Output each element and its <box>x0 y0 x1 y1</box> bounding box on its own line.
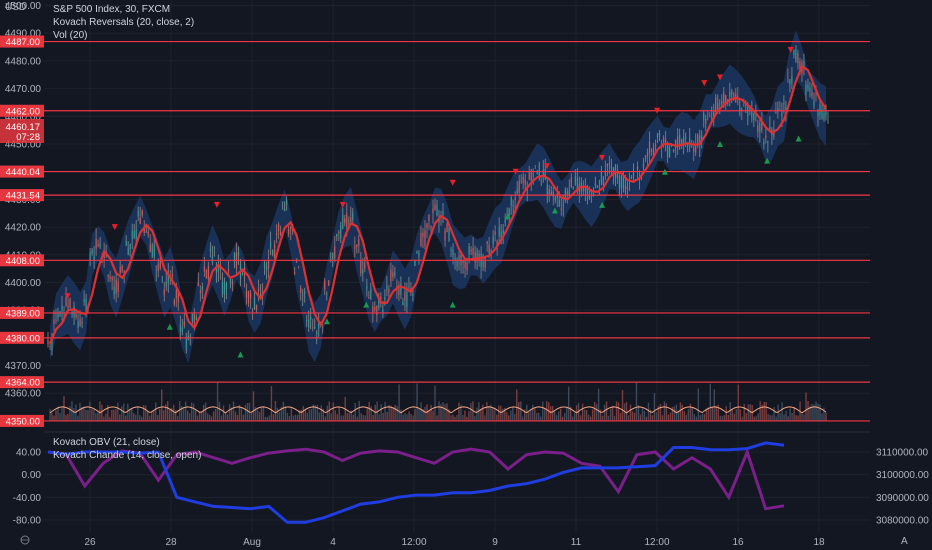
level-tag <box>0 35 44 48</box>
sell-marker <box>701 80 708 87</box>
auto-scale-icon[interactable]: A <box>901 536 908 547</box>
time-tick: 12:00 <box>401 537 426 548</box>
sell-marker <box>213 201 220 208</box>
indicator-kovach-chande[interactable]: Kovach Chande (14, close, open) <box>53 450 201 461</box>
sell-marker <box>599 154 606 161</box>
time-tick: 16 <box>732 537 744 548</box>
price-tick: 4400.00 <box>5 278 42 289</box>
time-tick: 18 <box>813 537 825 548</box>
level-tags: 4487.00 4462.00 4440.04 4431.54 4408.00 4389.… <box>0 35 44 427</box>
sell-marker <box>111 224 118 231</box>
oscillator-tick: 40.00 <box>16 448 41 459</box>
buy-marker <box>504 213 511 219</box>
main-title: S&P 500 Index, 30, FXCM <box>53 4 170 15</box>
obv-tick: 3100000.00 <box>876 470 929 481</box>
oscillator-tick: -40.00 <box>13 493 42 504</box>
level-tag <box>0 306 44 319</box>
indicator-kovach-reversals[interactable]: Kovach Reversals (20, close, 2) <box>53 17 194 28</box>
obv-tick: 3090000.00 <box>876 493 929 504</box>
sell-marker <box>716 74 723 81</box>
obv-axis[interactable]: 3110000.00 3100000.00 3090000.00 3080000.00 <box>876 448 929 527</box>
time-tick: 12:00 <box>644 537 669 548</box>
level-tag-label: 4487.00 <box>6 37 40 48</box>
level-tag <box>0 376 44 389</box>
time-tick: 28 <box>165 537 177 548</box>
time-tick: 11 <box>571 537 582 548</box>
buy-marker <box>661 168 668 175</box>
moving-average-line <box>48 64 827 344</box>
sell-marker <box>512 168 519 175</box>
level-tag-label: 4364.00 <box>6 378 40 389</box>
obv-tick: 3110000.00 <box>876 448 929 459</box>
sell-marker <box>64 293 71 300</box>
time-axis[interactable]: 26 28 Aug 4 12:00 9 11 12:00 16 18 <box>84 537 825 548</box>
price-tick: 4450.00 <box>5 140 42 151</box>
last-price-tag: 4460.17 07:28 <box>0 119 44 143</box>
buy-marker <box>716 141 723 147</box>
countdown-label: 07:28 <box>16 132 40 143</box>
sell-marker <box>787 46 794 53</box>
level-tag-label: 4462.00 <box>6 106 40 117</box>
price-tick: 4470.00 <box>5 84 42 95</box>
ma-line <box>48 64 827 344</box>
obv-tick: 3080000.00 <box>876 516 929 527</box>
level-tag <box>0 414 44 427</box>
level-tag-label: 4431.54 <box>6 191 40 202</box>
level-tag-label: 4408.00 <box>6 256 40 267</box>
level-tag-label: 4380.00 <box>6 333 40 344</box>
buy-marker <box>363 301 370 308</box>
last-price-label: 4460.17 <box>6 122 40 133</box>
level-tag <box>0 189 44 202</box>
price-tick: 4490.00 <box>5 29 42 40</box>
oscillator-tick: -80.00 <box>13 516 42 527</box>
level-tag <box>0 331 44 344</box>
price-tick: 4500.00 <box>5 1 42 12</box>
price-tick: 4420.00 <box>5 223 42 234</box>
buy-marker <box>795 135 802 142</box>
support-resistance-levels <box>0 40 870 422</box>
level-tag <box>0 254 44 267</box>
level-tag <box>0 165 44 178</box>
level-tag-label: 4350.00 <box>6 416 40 427</box>
buy-marker <box>323 318 330 325</box>
buy-marker <box>599 201 606 208</box>
time-tick: 9 <box>492 537 498 548</box>
sell-marker <box>339 201 346 208</box>
indicator-kovach-obv[interactable]: Kovach OBV (21, close) <box>53 437 160 448</box>
level-tag-label: 4389.00 <box>6 308 40 319</box>
sell-marker <box>544 163 551 170</box>
volume-bars <box>49 382 827 421</box>
globe-icon[interactable] <box>20 535 30 545</box>
buy-marker <box>237 351 244 358</box>
price-tick: 4480.00 <box>5 56 42 67</box>
sell-marker <box>654 107 661 114</box>
level-tag-label: 4440.04 <box>6 167 40 178</box>
time-tick: 26 <box>84 537 96 548</box>
volume-ma-line <box>49 406 827 414</box>
buy-marker <box>551 207 558 214</box>
reversal-markers <box>64 46 802 358</box>
price-tick: 4360.00 <box>5 389 42 400</box>
level-tag <box>0 104 44 117</box>
oscillator-tick: 0.00 <box>22 470 42 481</box>
oscillator-lines <box>47 441 785 524</box>
indicator-volume[interactable]: Vol (20) <box>53 30 87 41</box>
time-tick: 4 <box>330 537 336 548</box>
buy-marker <box>449 301 456 308</box>
sell-marker <box>449 179 456 186</box>
time-tick: Aug <box>243 537 261 548</box>
obv-line <box>47 441 785 524</box>
currency-label: USD <box>5 2 26 13</box>
price-tick: 4370.00 <box>5 361 42 372</box>
buy-marker <box>764 157 771 164</box>
buy-marker <box>166 323 173 330</box>
price-tick: 4460.00 <box>5 112 42 123</box>
